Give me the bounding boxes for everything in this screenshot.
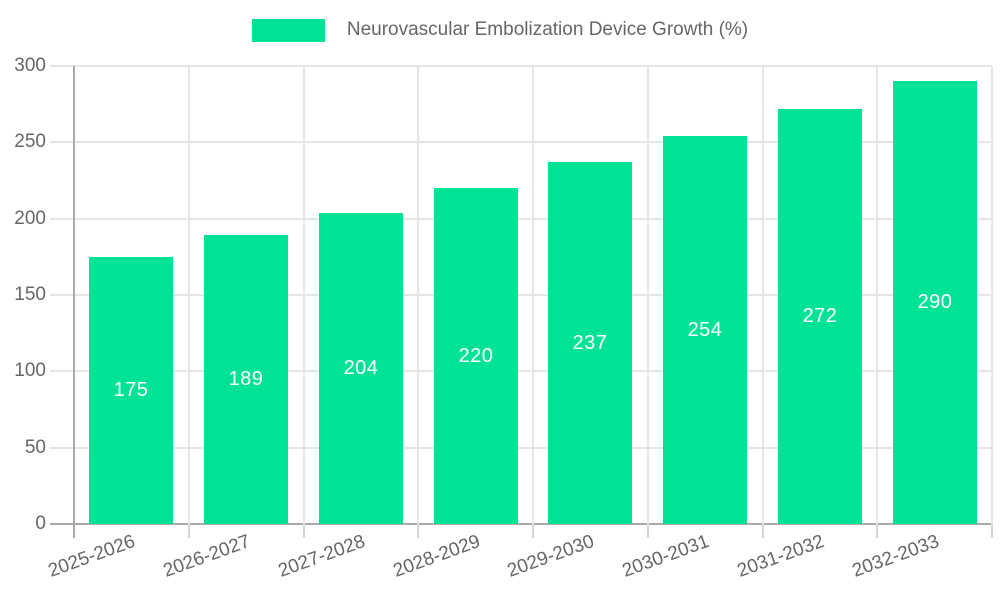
- x-tick-mark: [303, 524, 305, 538]
- x-tick-mark: [876, 524, 878, 538]
- x-category-label-text: 2031-2032: [734, 531, 828, 582]
- bar-value-label: 290: [917, 291, 953, 313]
- x-tick-mark: [188, 524, 190, 538]
- bar-value-label: 220: [458, 344, 494, 367]
- y-axis-line: [73, 66, 75, 538]
- x-category-label-text: 2028-2029: [390, 531, 484, 582]
- bar[interactable]: 237: [548, 162, 632, 524]
- y-tick-label: 150: [14, 284, 46, 305]
- x-category-label-text: 2026-2027: [160, 531, 254, 582]
- y-tick-label: 200: [14, 208, 46, 229]
- bar[interactable]: 175: [89, 257, 173, 524]
- y-gridline: [50, 141, 992, 143]
- x-axis-line: [50, 523, 992, 525]
- x-tick-mark: [647, 524, 649, 538]
- x-tick-mark: [417, 524, 419, 538]
- y-tick-label: 50: [24, 437, 46, 458]
- x-gridline: [188, 66, 190, 524]
- bar-value-label: 254: [687, 318, 723, 341]
- bar[interactable]: 254: [663, 136, 747, 524]
- x-category-label-text: 2030-2031: [619, 531, 713, 582]
- bar-value-label: 237: [572, 331, 608, 354]
- x-gridline: [647, 66, 649, 524]
- y-gridline: [50, 65, 992, 67]
- y-gridline: [50, 294, 992, 296]
- x-tick-mark: [532, 524, 534, 538]
- x-category-label-text: 2027-2028: [275, 531, 369, 582]
- y-tick-label: 100: [14, 360, 46, 381]
- bar[interactable]: 272: [778, 109, 862, 524]
- bar[interactable]: 220: [434, 188, 518, 524]
- x-category-label-text: 2032-2033: [849, 531, 943, 582]
- x-tick-mark: [762, 524, 764, 538]
- x-category-label-text: 2029-2030: [504, 531, 598, 582]
- x-gridline: [303, 66, 305, 524]
- y-gridline: [50, 447, 992, 449]
- y-tick-label: 300: [14, 55, 46, 76]
- y-gridline: [50, 218, 992, 220]
- x-tick-mark: [991, 524, 993, 538]
- x-gridline: [417, 66, 419, 524]
- x-gridline: [532, 66, 534, 524]
- legend[interactable]: Neurovascular Embolization Device Growth…: [0, 14, 1000, 46]
- y-tick-label: 250: [14, 131, 46, 152]
- bar[interactable]: 290: [893, 81, 977, 524]
- bar-value-label: 189: [228, 368, 264, 390]
- y-gridline: [50, 370, 992, 372]
- bar[interactable]: 204: [319, 213, 403, 524]
- bar-value-label: 175: [113, 379, 149, 401]
- x-gridline: [991, 66, 993, 524]
- x-category-label-text: 2025-2026: [45, 531, 139, 582]
- y-tick-label: 0: [35, 513, 46, 534]
- legend-swatch: [251, 18, 325, 42]
- bar-value-label: 272: [802, 305, 838, 327]
- x-gridline: [762, 66, 764, 524]
- legend-label: Neurovascular Embolization Device Growth…: [346, 19, 749, 40]
- bar-value-label: 204: [343, 357, 379, 379]
- bar[interactable]: 189: [204, 235, 288, 524]
- x-gridline: [876, 66, 878, 524]
